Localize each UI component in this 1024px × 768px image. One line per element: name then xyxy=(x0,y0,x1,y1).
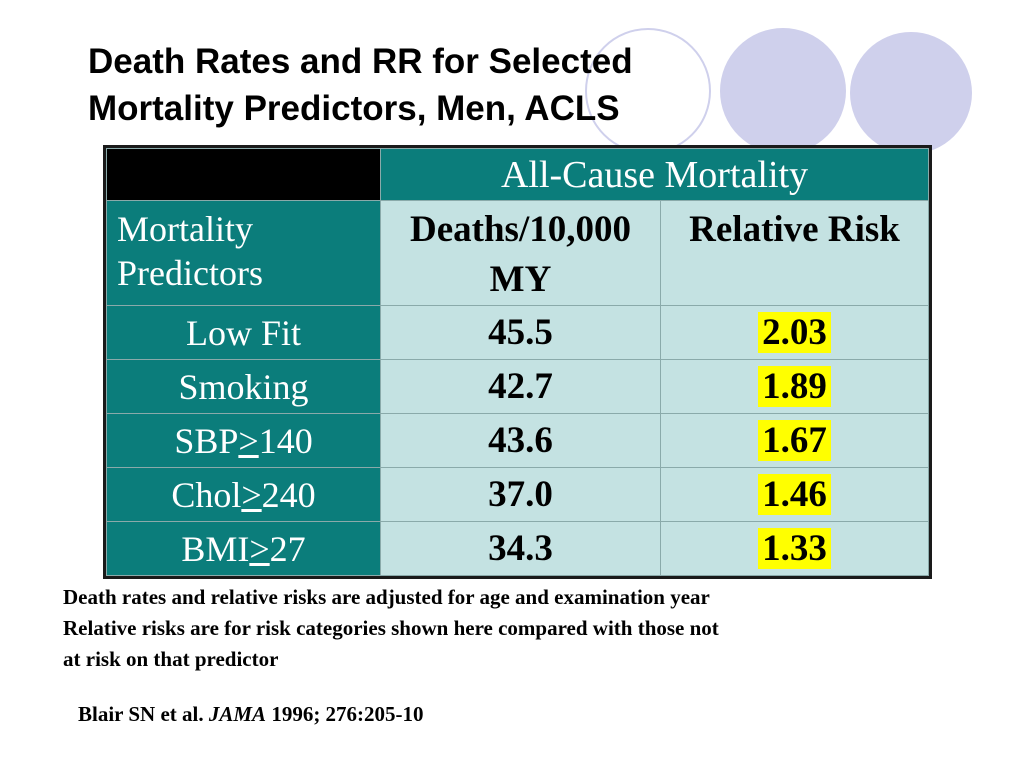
predictor-cell: BMI>27 xyxy=(106,521,381,576)
predictor-label: SBP xyxy=(174,420,239,461)
relative-risk-cell: 1.46 xyxy=(660,467,929,522)
relative-risk-value: 1.33 xyxy=(758,528,831,569)
deaths-cell: 37.0 xyxy=(380,467,661,522)
predictor-operator: > xyxy=(241,474,262,515)
citation-journal: JAMA xyxy=(208,702,267,726)
column-header-deaths: Deaths/10,000 MY xyxy=(380,200,661,306)
deaths-cell: 45.5 xyxy=(380,305,661,360)
footnote-line: Relative risks are for risk categories s… xyxy=(63,616,719,640)
relative-risk-value: 2.03 xyxy=(758,312,831,353)
table-corner-cell xyxy=(106,148,381,201)
footnote-line: Death rates and relative risks are adjus… xyxy=(63,585,710,609)
title-line: Mortality Predictors, Men, ACLS xyxy=(88,89,620,128)
row-header-line: Mortality xyxy=(117,209,253,249)
predictor-threshold: 27 xyxy=(269,528,306,569)
title-line: Death Rates and RR for Selected xyxy=(88,42,633,81)
predictor-operator: > xyxy=(249,528,270,569)
citation-suffix: 1996; 276:205-10 xyxy=(266,702,424,726)
column-header-line: Deaths/10,000 xyxy=(410,209,631,250)
citation: Blair SN et al. JAMA 1996; 276:205-10 xyxy=(78,702,424,727)
relative-risk-value: 1.46 xyxy=(758,474,831,515)
citation-prefix: Blair SN et al. xyxy=(78,702,209,726)
footnote-line: at risk on that predictor xyxy=(63,647,279,671)
deaths-cell: 42.7 xyxy=(380,359,661,414)
predictor-cell: SBP>140 xyxy=(106,413,381,468)
column-header-line: MY xyxy=(489,259,552,300)
table-row: Smoking 42.7 1.89 xyxy=(106,359,929,414)
column-header-relative-risk: Relative Risk xyxy=(660,200,929,306)
relative-risk-cell: 2.03 xyxy=(660,305,929,360)
predictor-cell: Chol>240 xyxy=(106,467,381,522)
table-row: Chol>240 37.0 1.46 xyxy=(106,467,929,522)
slide-title: Death Rates and RR for Selected Mortalit… xyxy=(88,38,848,132)
decorative-circle-filled xyxy=(720,28,846,154)
deaths-cell: 43.6 xyxy=(380,413,661,468)
relative-risk-cell: 1.33 xyxy=(660,521,929,576)
footnotes: Death rates and relative risks are adjus… xyxy=(63,582,963,675)
deaths-cell: 34.3 xyxy=(380,521,661,576)
row-header-line: Predictors xyxy=(117,253,263,293)
table-row: SBP>140 43.6 1.67 xyxy=(106,413,929,468)
predictor-label: Low Fit xyxy=(185,312,301,353)
row-header-label: Mortality Predictors xyxy=(106,200,381,306)
predictor-operator: > xyxy=(238,420,259,461)
table-row: Low Fit 45.5 2.03 xyxy=(106,305,929,360)
relative-risk-value: 1.67 xyxy=(758,420,831,461)
decorative-circle-filled xyxy=(850,32,972,154)
relative-risk-cell: 1.89 xyxy=(660,359,929,414)
predictor-label: BMI xyxy=(181,528,250,569)
predictor-cell: Low Fit xyxy=(106,305,381,360)
predictor-threshold: 240 xyxy=(261,474,316,515)
table-row: BMI>27 34.3 1.33 xyxy=(106,521,929,576)
mortality-table: All-Cause Mortality Mortality Predictors… xyxy=(103,145,932,579)
relative-risk-value: 1.89 xyxy=(758,366,831,407)
group-header: All-Cause Mortality xyxy=(380,148,929,201)
predictor-label: Smoking xyxy=(178,366,309,407)
predictor-label: Chol xyxy=(171,474,242,515)
predictor-cell: Smoking xyxy=(106,359,381,414)
relative-risk-cell: 1.67 xyxy=(660,413,929,468)
predictor-threshold: 140 xyxy=(258,420,313,461)
